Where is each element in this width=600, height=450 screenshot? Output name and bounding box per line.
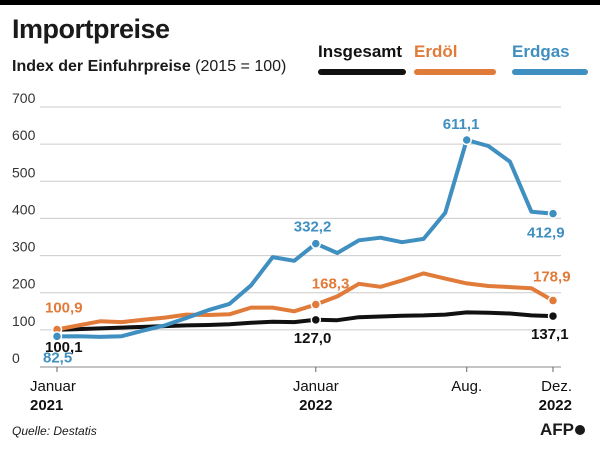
x-tick-label: Dez. (541, 378, 572, 395)
logo-dot (575, 425, 585, 435)
legend-label-insgesamt: Insgesamt (318, 42, 403, 61)
chart-title: Importpreise (12, 14, 170, 44)
subtitle-note: (2015 = 100) (195, 58, 287, 75)
y-tick-label: 200 (12, 276, 36, 292)
data-label: 412,9 (527, 225, 565, 242)
legend-item-erdgas: Erdgas (512, 42, 588, 75)
x-tick-year-label: 2022 (299, 397, 332, 414)
legend-item-erdoel: Erdöl (414, 42, 496, 75)
series-line-insgesamt (55, 310, 555, 332)
data-point-marker (310, 238, 322, 249)
legend-item-insgesamt: Insgesamt (318, 42, 406, 75)
series-line-erdoel (55, 271, 555, 332)
legend-label-erdgas: Erdgas (512, 42, 570, 61)
y-tick-label: 0 (12, 350, 20, 366)
legend-swatch-insgesamt (318, 69, 406, 75)
series-markers (51, 134, 559, 342)
gridlines (40, 106, 561, 368)
data-label: 100,9 (45, 300, 83, 317)
data-point-marker (461, 134, 472, 146)
legend-label-erdoel: Erdöl (414, 42, 458, 61)
data-point-marker (310, 314, 322, 326)
data-label: 332,2 (294, 219, 332, 236)
y-axis-ticks: 0 100 200 300 400 500 600 700 (12, 90, 36, 366)
data-point-marker (547, 295, 559, 306)
data-label: 168,3 (312, 275, 350, 292)
data-point-marker (547, 208, 559, 219)
value-annotations: 100,1 100,9 82,5 127,0 168,3 332,2 611,1 137,1 1… (43, 116, 571, 366)
x-tick-year-label: 2022 (539, 397, 572, 414)
data-label: 137,1 (531, 326, 569, 343)
x-tick-label: Januar (30, 378, 76, 395)
data-point-marker (310, 299, 322, 310)
data-label: 611,1 (443, 116, 480, 133)
y-tick-label: 500 (12, 164, 36, 180)
data-label: 82,5 (43, 349, 72, 366)
legend-swatch-erdoel (414, 69, 496, 75)
x-tick-label: Januar (293, 378, 339, 395)
afp-logo: AFP (540, 420, 585, 440)
top-rule (0, 0, 600, 5)
y-tick-label: 300 (12, 239, 36, 255)
chart-subtitle: Index der Einfuhrpreise (2015 = 100) (12, 58, 286, 76)
logo-text: AFP (540, 420, 574, 439)
source-note: Quelle: Destatis (12, 424, 97, 438)
legend-swatch-erdgas (512, 69, 588, 75)
y-tick-label: 100 (12, 313, 36, 329)
data-point-marker (51, 331, 63, 342)
data-point-marker (547, 310, 559, 322)
y-tick-label: 400 (12, 201, 36, 217)
y-tick-label: 600 (12, 127, 36, 143)
data-label: 100,1 (45, 339, 83, 356)
subtitle-main: Index der Einfuhrpreise (12, 58, 191, 75)
x-tick-year-label: 2021 (30, 397, 63, 414)
data-label: 127,0 (294, 330, 332, 347)
series-lines (55, 138, 555, 339)
x-tick-label: Aug. (451, 378, 482, 395)
x-axis-ticks: Januar 2021 Januar 2022 Aug. Dez. 2022 (30, 367, 572, 414)
y-tick-label: 700 (12, 90, 36, 106)
data-label: 178,9 (533, 269, 571, 286)
